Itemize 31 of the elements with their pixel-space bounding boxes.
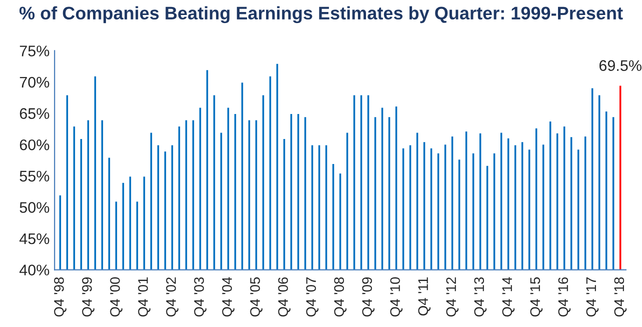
x-tick-label: Q4 '98 [54, 277, 66, 317]
y-tick-label: 60% [20, 139, 50, 150]
x-tick-label: Q4 '01 [138, 277, 150, 317]
x-tick-label: Q4 '07 [306, 277, 318, 317]
x-tick-label: Q4 '15 [530, 277, 543, 317]
x-tick-label: Q4 '17 [586, 277, 599, 317]
x-tick-label: Q4 '10 [390, 277, 402, 317]
data-label: 69.5% [599, 60, 642, 71]
x-tick-label: Q4 '09 [362, 277, 374, 317]
y-tick-label: 75% [20, 46, 50, 56]
y-tick-label: 50% [20, 202, 50, 213]
x-tick-label: Q4 '12 [446, 277, 459, 317]
x-tick-label: Q4 '05 [250, 277, 262, 317]
y-tick-label: 40% [19, 264, 50, 276]
x-tick-label: Q4 '18 [614, 277, 627, 317]
y-tick-label: 45% [19, 233, 50, 244]
y-tick-label: 55% [20, 170, 50, 182]
y-tick-label: 65% [20, 108, 50, 119]
x-tick-label: Q4 '11 [418, 277, 430, 316]
x-tick-label: Q4 '99 [82, 277, 94, 317]
x-tick-label: Q4 '14 [502, 277, 515, 317]
chart-title: % of Companies Beating Earnings Estimates by Quarter: 1999-Present [19, 6, 623, 24]
x-tick-label: Q4 '08 [334, 277, 346, 317]
x-tick-label: Q4 '03 [194, 277, 206, 317]
x-tick-label: Q4 '06 [278, 277, 290, 317]
x-tick-label: Q4 '04 [222, 277, 234, 317]
x-tick-label: Q4 '13 [474, 277, 487, 317]
x-tick-label: Q4 '16 [558, 277, 571, 317]
x-tick-label: Q4 '00 [110, 277, 122, 317]
x-tick-label: Q4 '02 [166, 277, 178, 317]
y-tick-label: 70% [20, 76, 50, 88]
